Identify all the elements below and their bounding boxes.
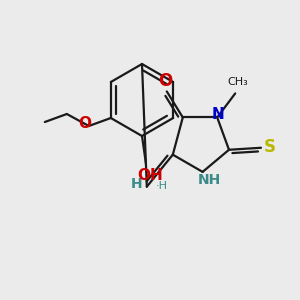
Text: OH: OH — [137, 167, 163, 182]
Text: N: N — [212, 107, 225, 122]
Text: O: O — [158, 72, 172, 90]
Text: H: H — [131, 177, 142, 191]
Text: ·H: ·H — [156, 181, 168, 191]
Text: S: S — [264, 138, 276, 156]
Text: NH: NH — [198, 173, 221, 187]
Text: O: O — [78, 116, 91, 131]
Text: CH₃: CH₃ — [228, 77, 249, 87]
